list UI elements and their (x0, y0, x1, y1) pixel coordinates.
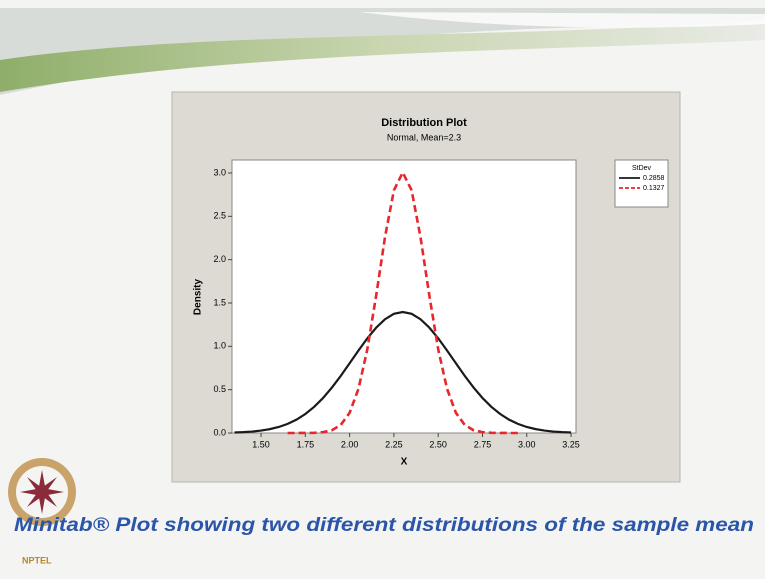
swoosh-white (360, 12, 765, 28)
logo-star (20, 470, 64, 514)
x-tick-label: 2.00 (341, 439, 359, 449)
caption: Minitab® Plot showing two different dist… (14, 515, 754, 536)
x-tick-label: 1.50 (252, 439, 270, 449)
x-tick-label: 1.75 (297, 439, 315, 449)
x-tick-label: 2.25 (385, 439, 403, 449)
y-tick-label: 3.0 (213, 167, 226, 177)
logo-text: NPTEL (22, 555, 52, 565)
y-tick-label: 2.5 (213, 211, 226, 221)
y-axis-label: Density (193, 279, 204, 316)
legend-label: 0.1327 (643, 185, 665, 192)
series-line (234, 310, 572, 434)
y-tick-label: 2.0 (213, 254, 226, 264)
swoosh-top (0, 8, 765, 95)
legend-box (614, 159, 669, 208)
x-tick-label: 2.75 (474, 439, 492, 449)
legend-title: StDev (632, 165, 652, 172)
y-tick-label: 1.0 (213, 341, 226, 351)
chart-title: Distribution Plot (381, 117, 467, 129)
logo (8, 458, 76, 526)
y-tick-label: 0.0 (213, 427, 226, 437)
swoosh-green (0, 20, 765, 92)
y-tick-label: 0.5 (213, 384, 226, 394)
series-line (287, 169, 518, 435)
y-tick-label: 1.5 (213, 297, 226, 307)
legend-label: 0.2858 (643, 175, 665, 182)
x-tick-label: 2.50 (429, 439, 447, 449)
chart-subtitle: Normal, Mean=2.3 (387, 132, 461, 142)
x-tick-label: 3.25 (562, 439, 580, 449)
x-axis-label: X (401, 457, 408, 468)
plot-area (231, 159, 577, 434)
x-tick-label: 3.00 (518, 439, 536, 449)
